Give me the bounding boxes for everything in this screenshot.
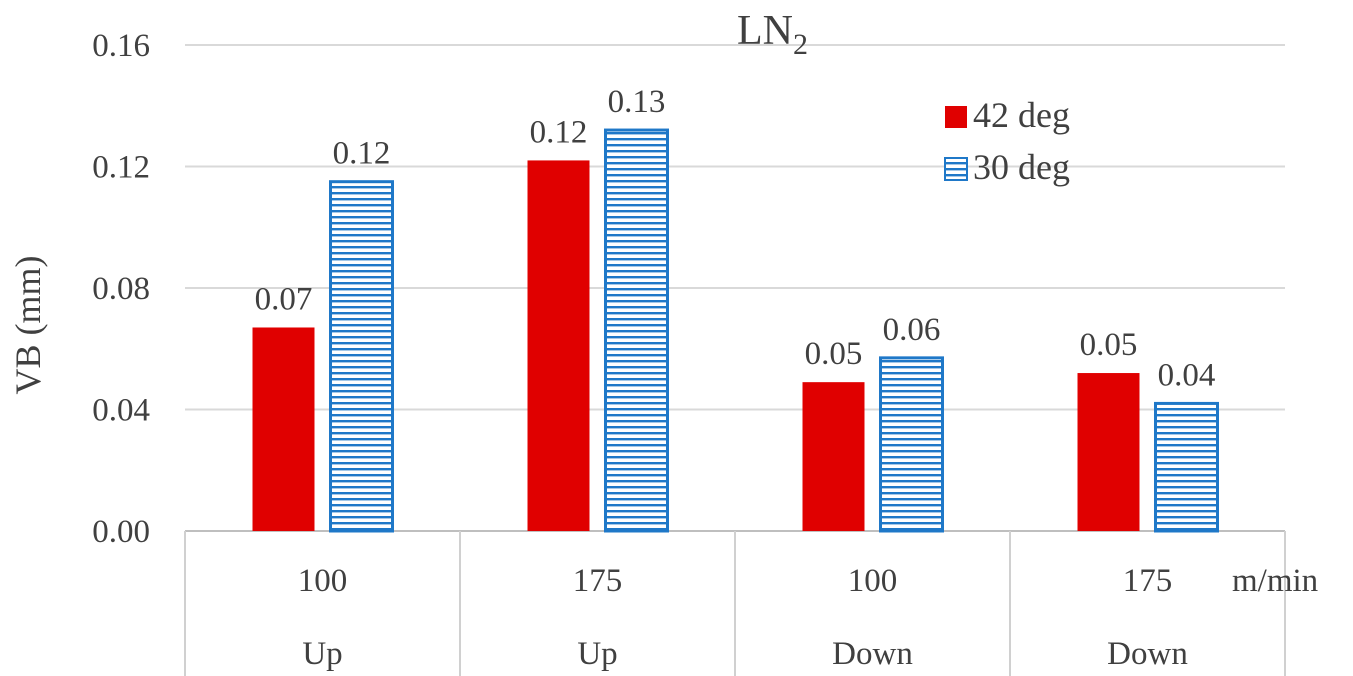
bar-42-deg: [1077, 373, 1140, 531]
bar-30-deg: [604, 128, 669, 533]
data-labels: 0.07 0.12 0.12 0.13 0.05 0.06 0.05 0.04: [255, 84, 1216, 393]
bar-30-deg: [879, 356, 944, 533]
y-tick-label: 0.08: [92, 271, 150, 307]
chart-title: LN2: [737, 8, 808, 61]
legend-swatch: [944, 157, 968, 181]
bar-42-deg: [802, 382, 865, 531]
axes: 0.00 0.04 0.08 0.12 0.16 100 Up 175 Up 100 Down 175…: [92, 28, 1286, 676]
y-tick-label: 0.12: [92, 150, 150, 186]
data-label: 0.06: [883, 312, 941, 348]
legend-label: 42 deg: [973, 95, 1070, 135]
x-tick-label-direction: Down: [1107, 636, 1188, 672]
x-tick-label-speed: 175: [573, 563, 623, 599]
chart-title-subscript: 2: [793, 28, 808, 61]
bar-30-deg: [329, 180, 394, 533]
data-label: 0.04: [1158, 357, 1216, 393]
data-label: 0.12: [530, 114, 588, 150]
data-label: 0.07: [255, 281, 313, 317]
bar-42-deg: [252, 327, 315, 531]
data-label: 0.05: [1080, 327, 1138, 363]
data-label: 0.12: [333, 136, 391, 172]
x-tick-label-direction: Up: [302, 636, 342, 672]
x-axis-unit: m/min: [1232, 563, 1318, 599]
bars: [252, 128, 1219, 533]
chart-text: LN2 VB (mm) m/min: [8, 8, 1318, 599]
x-tick-label-direction: Up: [577, 636, 617, 672]
chart-title-main: LN: [737, 8, 793, 54]
y-tick-label: 0.16: [92, 28, 150, 64]
legend-swatch: [945, 106, 967, 128]
legend-label: 30 deg: [973, 147, 1070, 187]
y-axis-label: VB (mm): [8, 256, 48, 395]
y-tick-label: 0.04: [92, 393, 150, 429]
data-label: 0.05: [805, 336, 863, 372]
x-tick-label-direction: Down: [832, 636, 913, 672]
y-tick-label: 0.00: [92, 514, 150, 550]
data-label: 0.13: [608, 84, 666, 120]
bar-42-deg: [527, 160, 590, 532]
bar-30-deg: [1154, 401, 1219, 533]
x-tick-label-speed: 100: [298, 563, 348, 599]
x-tick-label-speed: 100: [848, 563, 898, 599]
x-tick-label-speed: 175: [1123, 563, 1173, 599]
legend: 42 deg 30 deg: [944, 95, 1070, 187]
